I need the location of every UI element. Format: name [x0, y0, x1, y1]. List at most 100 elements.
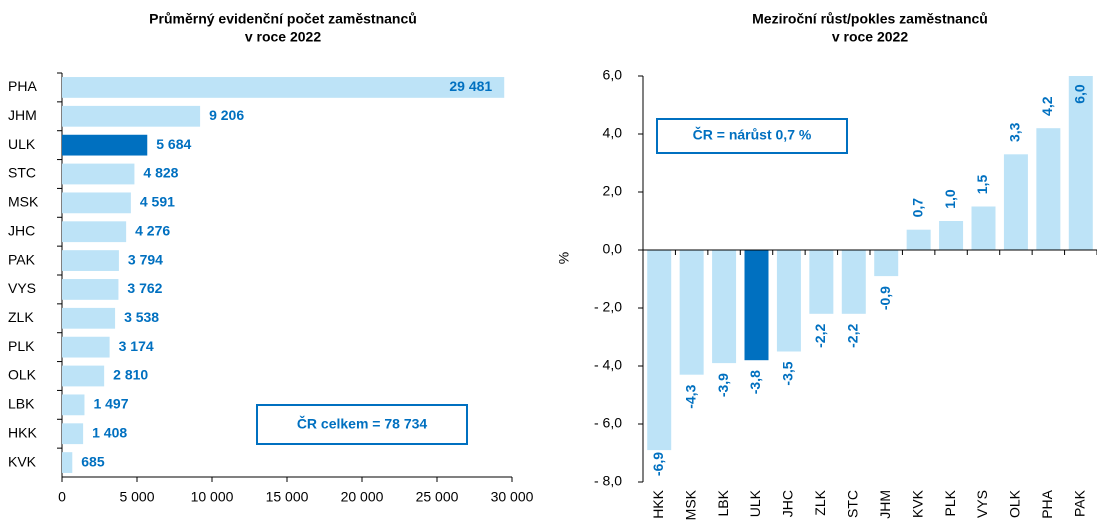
y-tick-label: MSK [8, 194, 39, 210]
value-label: 4 276 [135, 222, 170, 238]
x-tick-label: MSK [682, 489, 698, 520]
y-tick-label: PAK [8, 251, 36, 267]
bar [62, 365, 105, 387]
bar [841, 250, 866, 314]
x-tick-label: PAK [1071, 489, 1087, 517]
y-tick-label: JHM [8, 107, 37, 123]
value-label: 4,2 [1039, 96, 1055, 116]
annotation-box [256, 404, 468, 445]
value-label: 0,7 [909, 198, 925, 218]
bar [62, 163, 135, 185]
value-label: 4 591 [140, 194, 175, 210]
value-label: 1 408 [92, 424, 127, 440]
bar [906, 229, 931, 250]
chart-title: Meziroční růst/pokles zaměstnanců [752, 11, 988, 27]
x-tick-label: STC [844, 490, 860, 518]
chart-title: Průměrný evidenční počet zaměstnanců [149, 11, 417, 27]
y-tick-label: 2,0 [603, 183, 623, 199]
y-tick-label: 0,0 [603, 241, 623, 257]
value-label: -4,3 [682, 384, 698, 408]
bar [62, 77, 505, 98]
value-label: 685 [81, 453, 105, 469]
annotation-box [656, 118, 848, 154]
bar [62, 336, 110, 358]
x-tick-label: 5 000 [119, 489, 154, 505]
value-label: -3,9 [715, 373, 731, 397]
bar [971, 206, 996, 250]
value-label: 2 810 [113, 367, 148, 383]
value-label: 9 206 [209, 107, 244, 123]
value-label: 3 174 [119, 338, 154, 354]
value-label: -0,9 [877, 286, 893, 310]
x-tick-label: VYS [974, 490, 990, 518]
value-label: 29 481 [449, 78, 492, 94]
value-label: -2,2 [844, 324, 860, 348]
y-tick-label: ZLK [8, 309, 34, 325]
bar [809, 250, 834, 314]
value-label: -6,9 [650, 452, 666, 476]
y-tick-label: 6,0 [603, 67, 623, 83]
y-tick-label: VYS [8, 280, 36, 296]
bar [62, 134, 148, 156]
value-label: 3,3 [1007, 122, 1023, 142]
bar [1068, 76, 1093, 250]
y-tick-label: JHC [8, 222, 35, 238]
value-label: 1 497 [93, 396, 128, 412]
x-tick-label: 25 000 [416, 489, 459, 505]
x-tick-label: 15 000 [266, 489, 309, 505]
value-label: 6,0 [1071, 84, 1087, 104]
x-tick-label: 10 000 [191, 489, 234, 505]
annotation: ČR celkem = 78 734 [297, 415, 428, 432]
bar [62, 307, 116, 329]
y-tick-label: OLK [8, 367, 37, 383]
bar [62, 221, 127, 243]
x-tick-label: LBK [715, 489, 731, 516]
y-tick-label: LBK [8, 396, 35, 412]
y-tick-label: ULK [8, 136, 36, 152]
y-tick-label: - 4,0 [594, 357, 622, 373]
y-tick-label: STC [8, 165, 36, 181]
value-label: 3 538 [124, 309, 159, 325]
x-tick-label: 20 000 [341, 489, 384, 505]
y-tick-label: HKK [8, 424, 37, 440]
y-tick-label: - 2,0 [594, 299, 622, 315]
value-label: -3,8 [747, 370, 763, 394]
x-tick-label: JHC [780, 490, 796, 517]
bar [62, 452, 73, 473]
bar [62, 105, 201, 127]
bar [939, 221, 964, 250]
y-tick-label: PHA [8, 78, 37, 94]
bar [744, 250, 769, 361]
bar [679, 250, 704, 375]
x-tick-label: KVK [909, 489, 925, 518]
value-label: 1,5 [974, 175, 990, 195]
x-tick-label: HKK [650, 489, 666, 518]
value-label: 1,0 [942, 189, 958, 209]
x-tick-label: ZLK [812, 489, 828, 515]
value-label: 3 794 [128, 251, 163, 267]
bar [776, 250, 801, 352]
value-label: 4 828 [143, 165, 178, 181]
bar [1003, 154, 1028, 250]
bar [874, 250, 899, 277]
bar [647, 250, 672, 451]
x-tick-label: PHA [1039, 489, 1055, 518]
annotation: ČR = nárůst 0,7 % [693, 126, 812, 143]
x-tick-label: 0 [58, 489, 66, 505]
y-tick-label: - 6,0 [594, 415, 622, 431]
x-tick-label: 30 000 [491, 489, 534, 505]
value-label: -2,2 [812, 324, 828, 348]
value-label: 5 684 [156, 136, 191, 152]
value-label: 3 762 [127, 280, 162, 296]
bar [62, 192, 131, 214]
y-tick-label: - 8,0 [594, 473, 622, 489]
bar [1036, 128, 1061, 250]
x-tick-label: JHM [877, 490, 893, 519]
y-tick-label: KVK [8, 453, 37, 469]
chart-title: v roce 2022 [832, 29, 908, 45]
bar [62, 394, 85, 416]
value-label: -3,5 [780, 361, 796, 385]
x-tick-label: PLK [942, 489, 958, 516]
x-tick-label: OLK [1007, 489, 1023, 518]
